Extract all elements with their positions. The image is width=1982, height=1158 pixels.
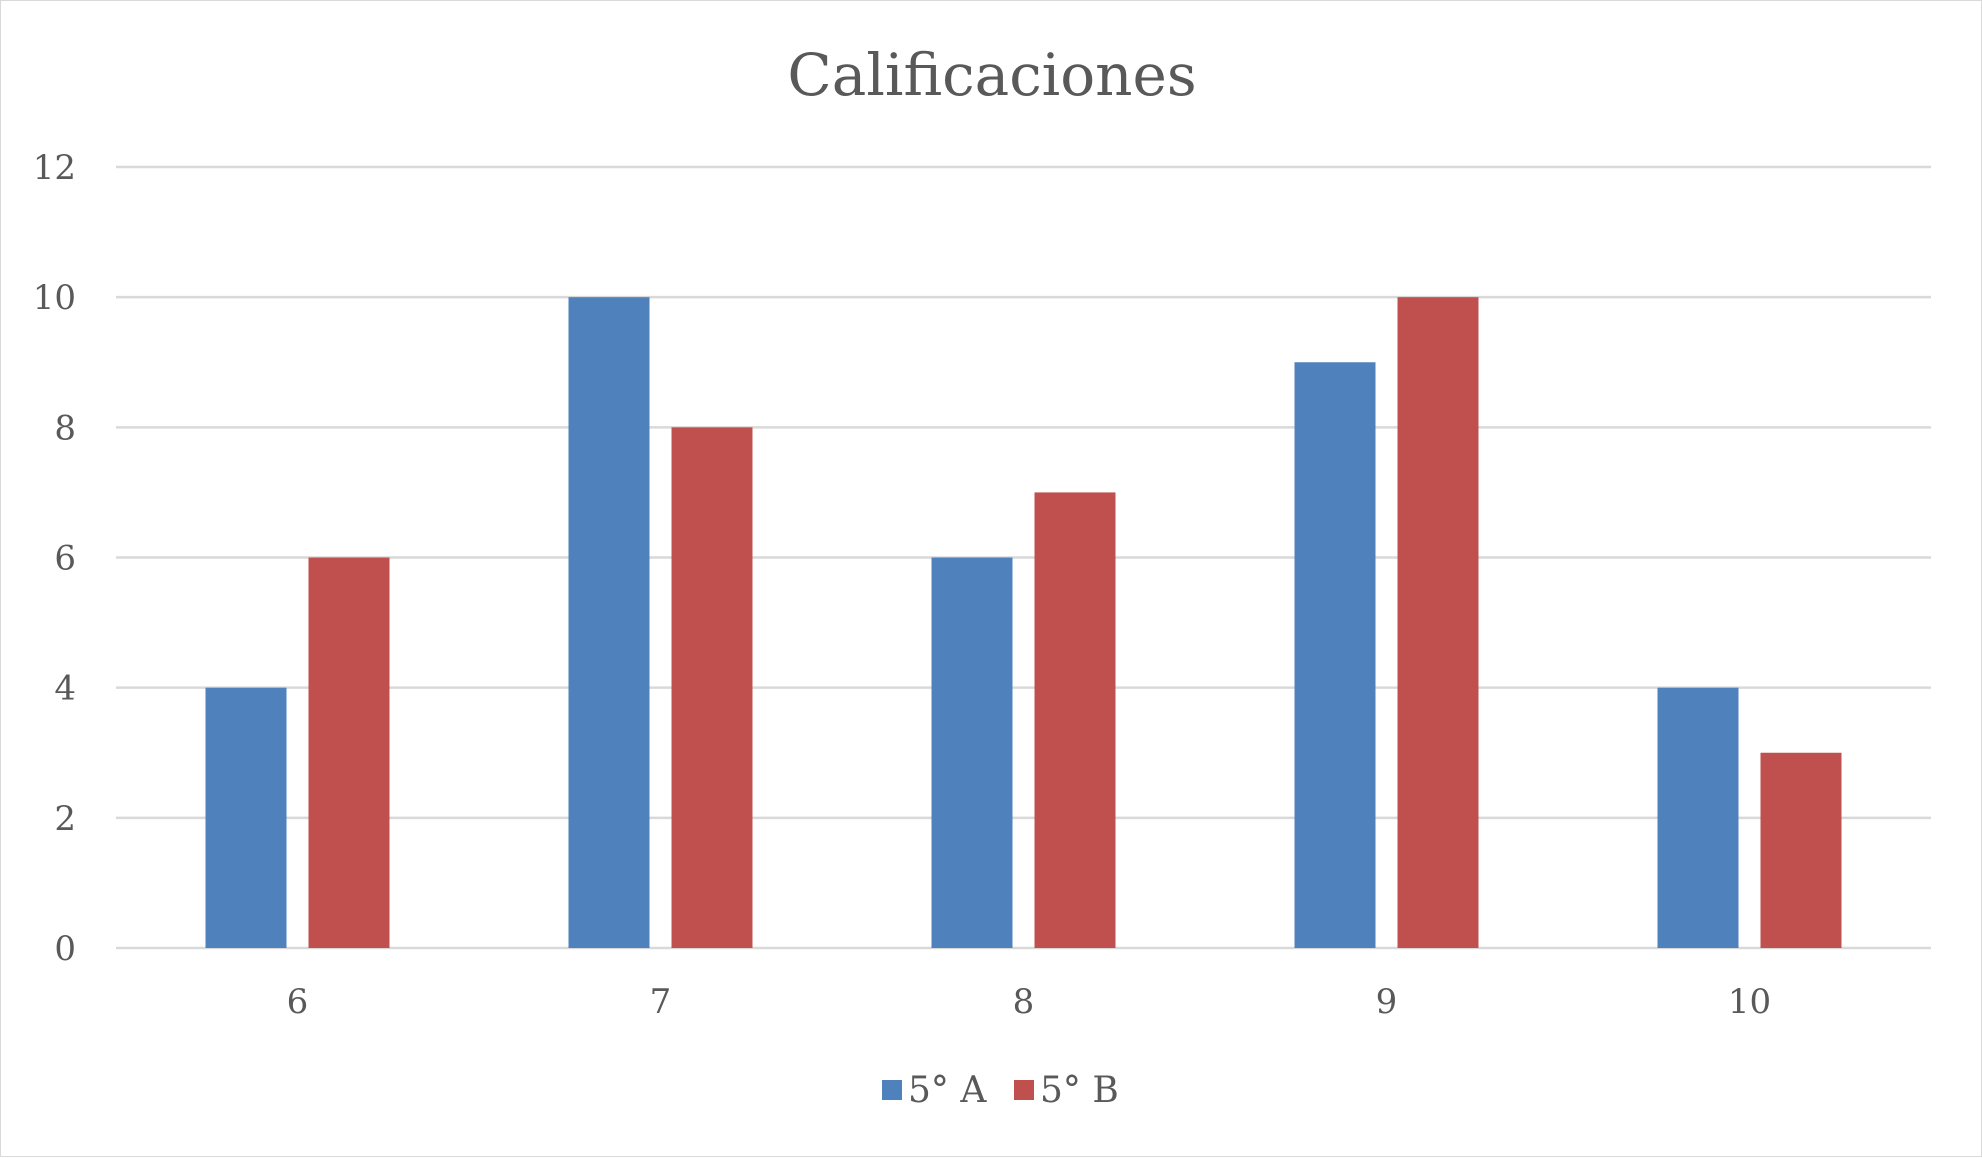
bar-series-2-cat-8 [1034,492,1116,948]
y-axis-ticks: 0 2 4 6 8 10 12 [33,148,76,969]
x-tick-label: 6 [287,982,309,1022]
legend-swatch-1 [882,1080,902,1100]
x-tick-label: 8 [1013,982,1035,1022]
y-tick-label: 4 [54,669,76,709]
bar-series-1-cat-8 [931,557,1013,948]
chart-title: Calificaciones [787,41,1196,109]
bar-series-1-cat-9 [1294,362,1376,948]
bars-layer [205,297,1842,949]
legend-label-2: 5° B [1040,1070,1119,1111]
y-tick-label: 2 [54,799,76,839]
legend: 5° A 5° B [882,1070,1119,1111]
y-tick-label: 6 [54,539,76,579]
bar-series-1-cat-7 [568,297,650,949]
bar-series-2-cat-6 [308,557,390,948]
bar-series-2-cat-10 [1760,752,1842,948]
bar-series-1-cat-6 [205,687,287,948]
legend-label-1: 5° A [908,1070,987,1111]
grid-layer [116,165,1931,950]
y-tick-label: 12 [33,148,76,188]
bar-series-2-cat-7 [671,427,753,948]
x-axis-ticks: 6 7 8 9 10 [287,982,1771,1022]
x-tick-label: 10 [1728,982,1771,1022]
x-tick-label: 9 [1376,982,1398,1022]
y-tick-label: 0 [54,929,76,969]
bar-series-1-cat-10 [1657,687,1739,948]
x-tick-label: 7 [650,982,672,1022]
y-tick-label: 10 [33,278,76,318]
bar-series-2-cat-9 [1397,297,1479,949]
legend-swatch-2 [1014,1080,1034,1100]
y-tick-label: 8 [54,408,76,448]
